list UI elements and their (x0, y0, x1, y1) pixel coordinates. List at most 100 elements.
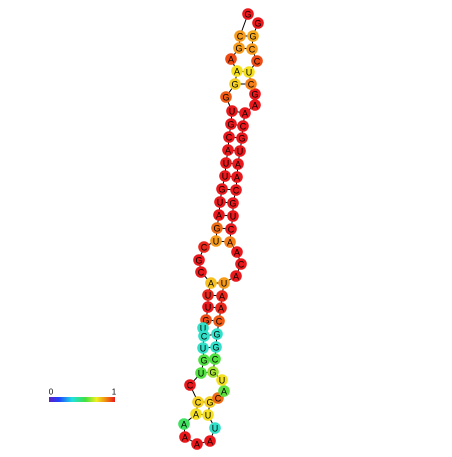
nucleotide-label: C (254, 57, 261, 67)
nucleotide (220, 91, 232, 103)
nucleotide (224, 236, 236, 248)
nucleotide-label: C (187, 381, 194, 391)
nucleotide (192, 396, 204, 408)
nucleotide (249, 99, 261, 111)
nucleotide-label: U (205, 291, 212, 301)
nucleotide (218, 277, 230, 289)
nucleotide (246, 43, 258, 55)
nucleotide-label: C (215, 394, 222, 404)
nucleotide-label: C (228, 225, 235, 235)
nucleotide (234, 30, 246, 42)
colorbar-max: 1 (112, 388, 117, 397)
nucleotide (202, 289, 214, 301)
nucleotide-label: C (249, 45, 256, 55)
nucleotide (227, 197, 239, 209)
nucleotide-label: G (235, 44, 242, 54)
nucleotide (225, 223, 237, 235)
nucleotide (234, 145, 246, 157)
nucleotide (220, 157, 232, 169)
nucleotide-label: G (231, 80, 238, 90)
nucleotide (198, 241, 210, 253)
nucleotide (190, 408, 202, 420)
nucleotide-label: C (198, 268, 205, 278)
nucleotide (235, 258, 247, 270)
nucleotide-label: U (212, 424, 219, 434)
nucleotide-label: U (237, 147, 244, 157)
nucleotide-label: U (205, 303, 212, 313)
nucleotide-label: C (201, 243, 208, 253)
nucleotide-label: G (218, 185, 225, 195)
nucleotide-label: A (221, 387, 227, 397)
nucleotide-label: G (200, 356, 207, 366)
nucleotide-label: G (195, 256, 202, 266)
nucleotide-label: G (202, 316, 209, 326)
nucleotide-label: A (218, 304, 224, 314)
nucleotide-label: A (233, 272, 239, 282)
nucleotide (218, 385, 230, 397)
nucleotide-label: U (217, 198, 224, 208)
nucleotide-label: C (238, 260, 245, 270)
nucleotide-label: U (230, 212, 237, 222)
nucleotide-label: C (226, 133, 233, 143)
nucleotide-label: A (242, 109, 248, 119)
nucleotide (214, 196, 226, 208)
nucleotide (242, 8, 254, 20)
nucleotide-label: U (200, 324, 207, 334)
nucleotide (222, 144, 234, 156)
nucleotide-label: C (195, 398, 202, 408)
nucleotide-label: C (240, 122, 247, 132)
nucleotide-label: C (233, 186, 240, 196)
nucleotide (231, 246, 243, 258)
nucleotide-label: A (228, 55, 234, 65)
nucleotide (191, 438, 203, 450)
nucleotide (207, 366, 219, 378)
nucleotide (252, 17, 264, 29)
nucleotide (211, 328, 223, 340)
nucleotide (245, 78, 257, 90)
nucleotide-label: G (229, 199, 236, 209)
nucleotide-label: A (194, 440, 200, 450)
nucleotide-label: C (248, 80, 255, 90)
nucleotide (232, 158, 244, 170)
nucleotide (210, 235, 222, 247)
nucleotide (230, 270, 242, 282)
nucleotide (230, 184, 242, 196)
nucleotide (209, 422, 221, 434)
nucleotide-label: G (227, 120, 234, 130)
nucleotide-label: A (234, 67, 240, 77)
nucleotide (233, 42, 245, 54)
nucleotide-label: U (205, 411, 212, 421)
nucleotide (213, 209, 225, 221)
nucleotide-label: U (198, 369, 205, 379)
nucleotide-label: A (181, 420, 187, 430)
nucleotide (219, 170, 231, 182)
nucleotide (211, 222, 223, 234)
nucleotide-label: A (227, 238, 233, 248)
nucleotide-label: A (234, 173, 240, 183)
nucleotide-label: U (219, 376, 226, 386)
nucleotide (197, 342, 209, 354)
nucleotide-label: U (221, 279, 228, 289)
colorbar: 0 1 (49, 388, 117, 402)
nucleotide-label: G (254, 19, 261, 29)
nucleotide-label: C (201, 332, 208, 342)
nucleotide-label: U (229, 107, 236, 117)
nucleotide (216, 290, 228, 302)
nucleotide-label: C (237, 32, 244, 42)
nucleotide (231, 65, 243, 77)
nucleotide-label: G (209, 368, 216, 378)
nucleotide (236, 132, 248, 144)
nucleotide (226, 105, 238, 117)
nucleotide (237, 120, 249, 132)
nucleotide-label: A (193, 410, 199, 420)
nucleotide-label: A (234, 248, 240, 258)
nucleotide (198, 330, 210, 342)
nucleotide-label: A (216, 211, 222, 221)
nucleotide (209, 353, 221, 365)
nucleotide (229, 78, 241, 90)
nucleotide-label: G (213, 224, 220, 234)
nucleotide (205, 277, 217, 289)
nucleotide-label: U (222, 172, 229, 182)
colorbar-gradient (49, 397, 115, 402)
